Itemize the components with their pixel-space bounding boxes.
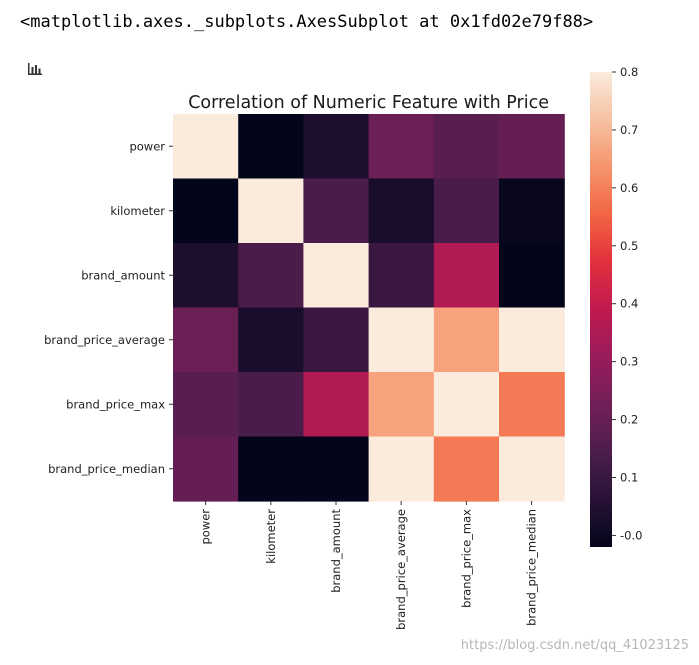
heatmap-cell — [499, 178, 565, 244]
heatmap-cell — [303, 243, 370, 309]
x-tick-label: kilometer — [264, 509, 278, 564]
heatmap-cell — [368, 372, 435, 438]
heatmap-cell — [238, 307, 304, 373]
heatmap-cell — [238, 178, 304, 244]
heatmap-cell — [433, 114, 500, 180]
colorbar-tick-label: 0.4 — [620, 297, 638, 311]
x-tick-label: power — [199, 509, 213, 545]
heatmap-cell — [499, 243, 565, 309]
heatmap-cell — [173, 243, 239, 309]
x-tick-label: brand_price_median — [525, 509, 539, 626]
colorbar-tick-label: 0.8 — [620, 65, 638, 79]
heatmap-cell — [433, 243, 500, 309]
colorbar — [590, 72, 612, 547]
colorbar-tick-label: 0.3 — [620, 355, 638, 369]
heatmap-cell — [433, 307, 500, 373]
chart-title: Correlation of Numeric Feature with Pric… — [188, 93, 549, 113]
colorbar-tick-label: 0.2 — [620, 413, 638, 427]
heatmap-cell — [433, 436, 500, 502]
heatmap-cell — [368, 114, 435, 180]
y-tick-label: power — [129, 139, 165, 153]
heatmap-cell — [173, 307, 239, 373]
colorbar-tick-label: 0.1 — [620, 470, 638, 484]
y-tick-label: kilometer — [110, 204, 165, 218]
heatmap-cell — [499, 372, 565, 438]
heatmap-cell — [433, 178, 500, 244]
heatmap-cell — [238, 243, 304, 309]
x-tick-label: brand_amount — [329, 509, 343, 593]
heatmap-cell — [173, 114, 239, 180]
colorbar-tick-label: 0.6 — [620, 181, 638, 195]
heatmap-cell — [238, 372, 304, 438]
heatmap-cell — [499, 307, 565, 373]
heatmap-cell — [303, 178, 370, 244]
y-tick-label: brand_price_median — [48, 462, 165, 476]
heatmap-cell — [173, 436, 239, 502]
heatmap-cell — [368, 307, 435, 373]
x-tick-label: brand_price_average — [394, 509, 408, 630]
bar-chart-icon[interactable] — [27, 62, 43, 76]
heatmap-cell — [368, 243, 435, 309]
heatmap-cell — [303, 114, 370, 180]
heatmap-cell — [499, 114, 565, 180]
heatmap-cell — [238, 114, 304, 180]
x-tick-label: brand_price_max — [459, 509, 473, 608]
colorbar-tick-label: -0.0 — [620, 528, 642, 542]
heatmap-cell — [368, 436, 435, 502]
heatmap-cell — [368, 178, 435, 244]
y-tick-label: brand_price_average — [44, 333, 165, 347]
heatmap-cell — [433, 372, 500, 438]
colorbar-tick-label: 0.7 — [620, 123, 638, 137]
heatmap-cell — [238, 436, 304, 502]
output-repr-text: <matplotlib.axes._subplots.AxesSubplot a… — [20, 12, 594, 32]
heatmap-cell — [303, 307, 370, 373]
heatmap-cell — [173, 372, 239, 438]
heatmap-cell — [173, 178, 239, 244]
y-tick-label: brand_amount — [81, 268, 165, 282]
watermark-text: https://blog.csdn.net/qq_41023125 — [460, 638, 689, 653]
heatmap-cell — [303, 372, 370, 438]
heatmap-cell — [303, 436, 370, 502]
colorbar-tick-label: 0.5 — [620, 239, 638, 253]
heatmap-cell — [499, 436, 565, 502]
y-tick-label: brand_price_max — [66, 397, 165, 411]
